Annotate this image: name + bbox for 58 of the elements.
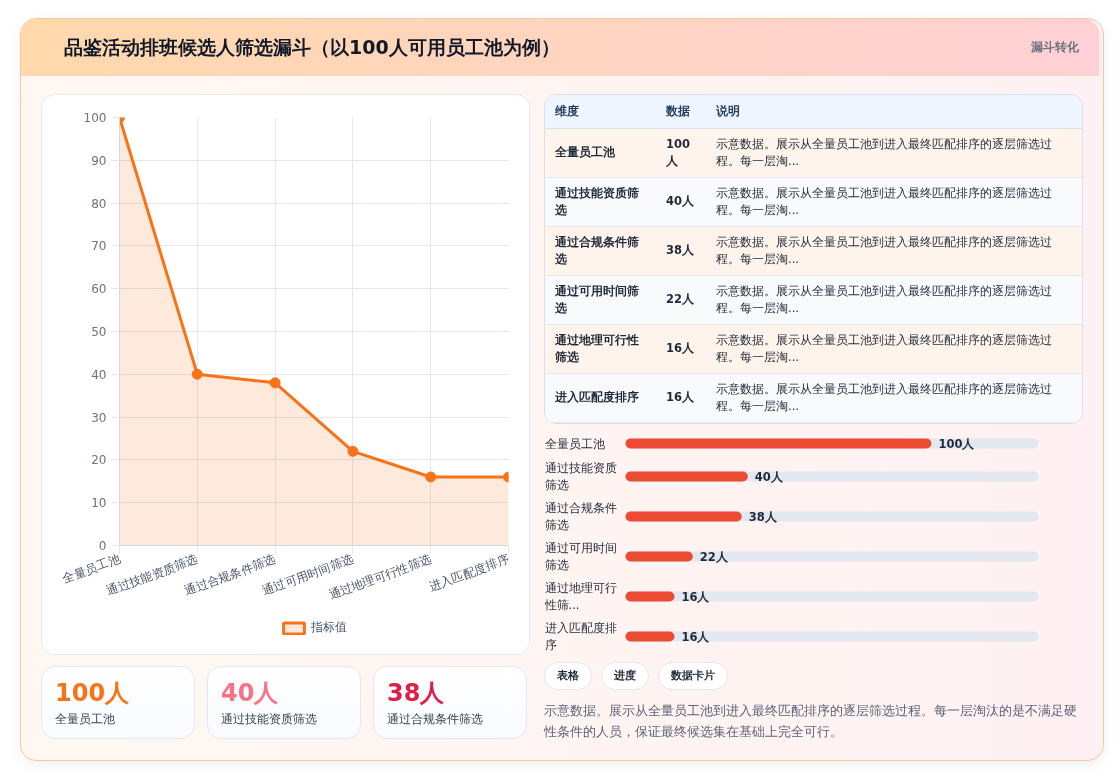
bar [625, 471, 748, 482]
text: 数据卡片 [658, 662, 728, 690]
category-label: 通过技能资质筛选 [221, 711, 318, 728]
data-label: 100人 [938, 436, 976, 451]
text: 示意数据。展示从全量员工池到进入最终匹配排序的逐层筛选过程。每一层淘... [706, 226, 1082, 275]
data-label: 16人 [681, 629, 711, 644]
text: 维度 [545, 95, 656, 128]
y-tick-label: 通过合规条件筛选 [544, 500, 617, 533]
text: 示意数据。展示从全量员工池到进入最终匹配排序的逐层筛选过程。每一层淘汰的是不满足硬性条件的人员，保证最终候选集在基础上完全可行。 [544, 702, 1078, 741]
bar [625, 511, 742, 522]
y-tick-label: 70 [91, 239, 107, 254]
text: 40人 [666, 194, 695, 209]
text: 16人 [666, 341, 695, 356]
category-label: 通过地理可行性筛选 [545, 324, 656, 373]
y-tick-label: 0 [98, 539, 107, 553]
data-label: 40人 [754, 469, 784, 484]
data-label: 22人 [699, 549, 729, 564]
y-tick-label: 10 [91, 496, 107, 511]
point [347, 445, 359, 457]
text: 22人 [666, 292, 695, 307]
y-tick-label: 全量员工池 [544, 436, 605, 451]
data-label: 38人 [748, 509, 778, 524]
text: 数据 [656, 95, 706, 128]
legend-label: 指标值 [311, 619, 347, 636]
text: 表格 [544, 662, 592, 690]
y-tick-label: 80 [91, 196, 107, 211]
text: 品鉴活动排班候选人筛选漏斗（以100人可用员工池为例） [64, 35, 560, 60]
text: 进度 [601, 662, 649, 690]
text: 示意数据。展示从全量员工池到进入最终匹配排序的逐层筛选过程。每一层淘... [706, 275, 1082, 324]
text: 示意数据。展示从全量员工池到进入最终匹配排序的逐层筛选过程。每一层淘... [706, 324, 1082, 373]
point [191, 368, 203, 380]
y-tick-label: 60 [91, 282, 107, 297]
bar [625, 591, 675, 602]
y-tick-label: 进入匹配度排序 [544, 620, 617, 653]
y-tick-label: 20 [91, 453, 107, 468]
y-tick-label: 通过技能资质筛选 [544, 460, 617, 493]
y-tick-label: 通过地理可行性筛... [543, 580, 617, 613]
category-label: 通过合规条件筛选 [387, 711, 484, 728]
text: 40人 [221, 679, 279, 707]
y-tick-label: 40 [91, 367, 107, 382]
text: 示意数据。展示从全量员工池到进入最终匹配排序的逐层筛选过程。每一层淘... [706, 177, 1082, 226]
text: 漏斗转化 [1031, 39, 1079, 56]
y-tick-label: 90 [91, 153, 107, 168]
text: 38人 [387, 679, 445, 707]
text: 100人 [666, 137, 691, 168]
text: 38人 [666, 243, 695, 258]
y-tick-label: 100 [83, 111, 107, 125]
text: 示意数据。展示从全量员工池到进入最终匹配排序的逐层筛选过程。每一层淘... [706, 373, 1082, 422]
y-tick-label: 30 [91, 410, 107, 425]
text: 100人 [55, 679, 130, 707]
text: 16人 [666, 390, 695, 405]
y-tick-label: 50 [91, 325, 107, 339]
text: 示意数据。展示从全量员工池到进入最终匹配排序的逐层筛选过程。每一层淘... [706, 128, 1082, 177]
bar [625, 551, 693, 562]
bar [625, 631, 675, 642]
data-label: 16人 [681, 589, 711, 604]
text: 说明 [706, 95, 1082, 128]
point [269, 377, 281, 389]
